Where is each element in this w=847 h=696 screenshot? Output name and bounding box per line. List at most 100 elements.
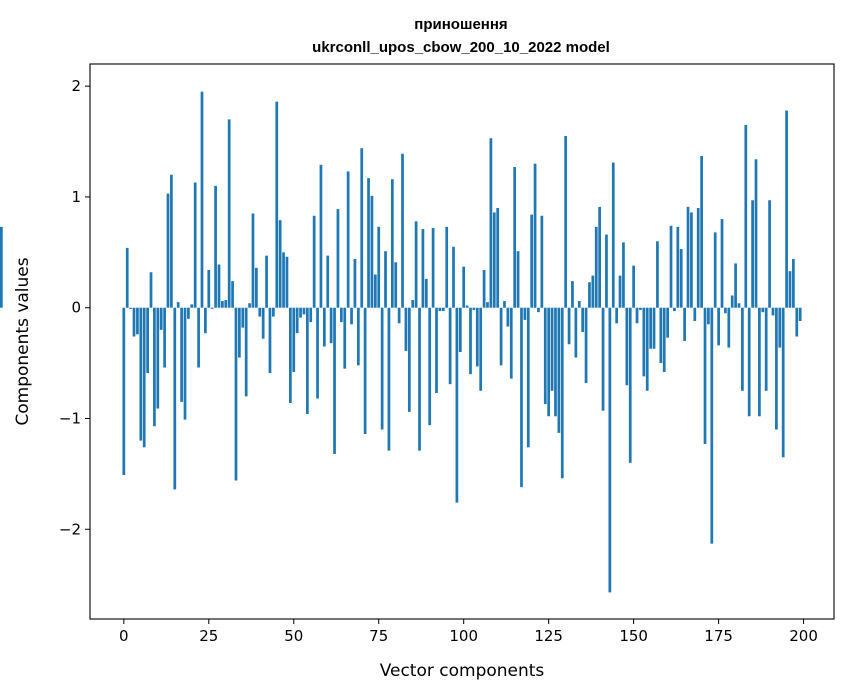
bar: [713, 232, 717, 308]
bar: [384, 251, 387, 308]
bar: [482, 270, 486, 308]
bar: [771, 307, 775, 316]
bar: [265, 255, 268, 308]
bar: [394, 262, 398, 308]
bar: [326, 255, 330, 308]
bar: [346, 171, 350, 308]
bar: [173, 307, 177, 490]
bar: [407, 307, 411, 412]
bar: [309, 307, 313, 323]
bar: [594, 226, 598, 308]
y-tick-label: 1: [71, 188, 81, 206]
bar: [268, 307, 272, 374]
bar: [431, 227, 435, 308]
x-tick-label: 75: [369, 627, 388, 645]
bar: [414, 221, 418, 308]
bar: [700, 155, 703, 308]
bar: [156, 307, 160, 409]
chart-title: приношення ukrconll_upos_cbow_200_10_202…: [312, 16, 610, 56]
bar: [319, 164, 323, 308]
bar: [795, 307, 799, 337]
bar: [397, 307, 401, 324]
bar: [622, 242, 625, 308]
bar: [625, 307, 629, 386]
bar: [547, 307, 551, 417]
bar: [754, 159, 758, 308]
chart-title-line-1: приношення: [414, 16, 507, 33]
bar: [506, 307, 510, 327]
bar: [571, 281, 574, 308]
bar: [421, 229, 425, 308]
bar: [707, 307, 710, 325]
bar: [628, 307, 632, 463]
bar: [679, 249, 683, 308]
bar: [611, 162, 615, 308]
bar: [380, 307, 384, 430]
bar: [645, 307, 649, 391]
bar: [295, 307, 299, 334]
x-tick-label: 200: [789, 627, 818, 645]
bar: [132, 307, 136, 337]
bar: [567, 307, 571, 345]
bar: [526, 307, 530, 448]
bar: [452, 246, 455, 308]
bar: [788, 271, 792, 308]
x-tick-label: 175: [704, 627, 733, 645]
bar: [557, 307, 561, 433]
bar: [492, 212, 496, 308]
bar: [720, 219, 724, 308]
bar: [690, 212, 693, 308]
bar: [499, 307, 503, 366]
bar: [356, 307, 360, 366]
bar: [183, 307, 187, 420]
bars-group: [0, 91, 802, 593]
bar: [747, 307, 751, 417]
y-tick-label: −1: [59, 409, 81, 427]
bar: [727, 307, 731, 348]
bar: [448, 307, 452, 385]
bar: [598, 206, 602, 308]
bar: [632, 265, 635, 308]
bar: [282, 252, 285, 308]
bar: [248, 303, 251, 308]
bar: [683, 307, 686, 341]
bar: [350, 307, 353, 325]
bar: [741, 307, 744, 391]
bar: [475, 307, 479, 367]
bar: [404, 307, 408, 351]
bar: [224, 299, 228, 308]
bar: [768, 200, 771, 308]
bar: [465, 305, 469, 308]
bar: [255, 267, 258, 308]
bar: [662, 307, 666, 372]
bar: [577, 301, 581, 308]
bar: [469, 307, 472, 375]
bar: [272, 307, 275, 317]
bar: [251, 213, 255, 308]
bar: [737, 303, 741, 308]
bar: [652, 307, 656, 349]
bar: [455, 307, 459, 503]
bar: [686, 206, 690, 308]
y-tick-label: −2: [59, 520, 81, 538]
y-axis-label: Components values: [13, 257, 33, 425]
bar: [435, 307, 438, 394]
bar: [540, 215, 544, 308]
bar: [496, 208, 500, 308]
bar: [523, 307, 527, 320]
bar: [180, 307, 183, 402]
bar: [377, 226, 381, 308]
y-tick-label: 2: [71, 77, 81, 95]
bar: [798, 307, 802, 321]
bar: [125, 247, 129, 308]
x-tick-label: 50: [284, 627, 303, 645]
bar: [509, 307, 513, 379]
bar: [343, 307, 347, 369]
bar: [649, 307, 652, 349]
bar: [591, 275, 595, 308]
bar: [305, 307, 309, 415]
bar: [775, 307, 778, 430]
bar: [231, 281, 234, 308]
bar: [312, 215, 316, 308]
